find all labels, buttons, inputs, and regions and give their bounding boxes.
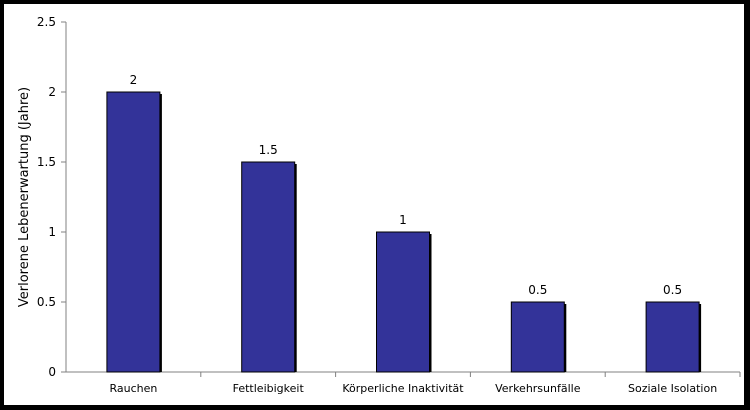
y-axis-label: Verlorene Lebenerwartung (Jahre)	[17, 87, 32, 307]
y-tick-label: 2	[48, 85, 56, 99]
y-tick-label: 2.5	[37, 15, 56, 29]
category-label: Verkehrsunfälle	[495, 382, 581, 395]
value-labels: 2 1.5 1 0.5 0.5	[130, 73, 683, 297]
y-tick-label: 1	[48, 225, 56, 239]
y-tick-label: 1.5	[37, 155, 56, 169]
category-label: Körperliche Inaktivität	[342, 382, 464, 395]
y-ticks: 0 0.5 1 1.5 2 2.5	[37, 15, 66, 379]
y-tick-label: 0	[48, 365, 56, 379]
category-labels: Rauchen Fettleibigkeit Körperliche Inaktiv…	[109, 382, 717, 395]
bars	[106, 91, 702, 373]
category-label: Fettleibigkeit	[233, 382, 305, 395]
bar	[645, 301, 700, 373]
bar	[241, 161, 296, 373]
bar	[376, 231, 430, 373]
category-label: Soziale Isolation	[628, 382, 717, 395]
data-label: 0.5	[663, 283, 682, 297]
category-label: Rauchen	[109, 382, 157, 395]
y-tick-label: 0.5	[37, 295, 56, 309]
data-label: 0.5	[528, 283, 547, 297]
data-label: 1.5	[259, 143, 278, 157]
bar	[510, 301, 565, 373]
data-label: 2	[130, 73, 138, 87]
bar	[106, 91, 161, 373]
data-label: 1	[399, 213, 407, 227]
